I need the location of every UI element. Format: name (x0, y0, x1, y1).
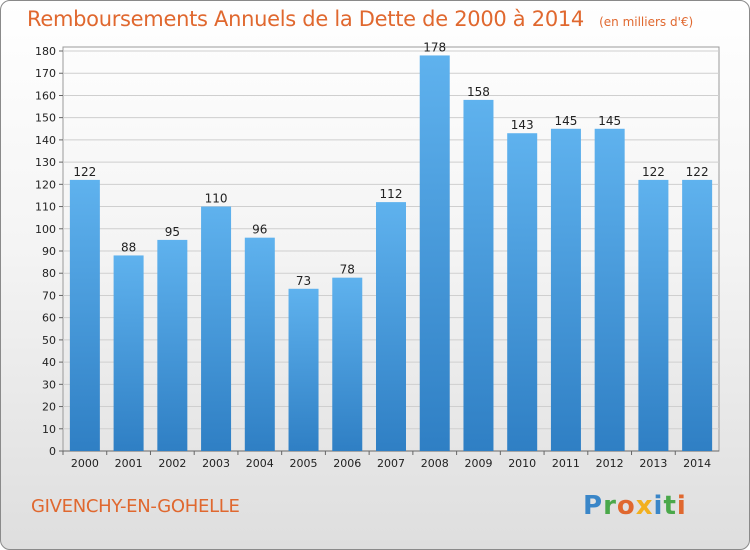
bar-2003 (201, 206, 232, 451)
bar-2004 (244, 237, 275, 451)
x-tick-label: 2005 (290, 457, 318, 470)
x-tick-label: 2002 (158, 457, 186, 470)
bar-2014 (682, 179, 713, 451)
bar-2009 (463, 99, 494, 451)
data-label-2006: 78 (340, 263, 355, 277)
y-tick-label: 0 (49, 445, 56, 458)
data-label-2000: 122 (73, 165, 96, 179)
data-label-2014: 122 (686, 165, 709, 179)
bar-2008 (419, 55, 450, 451)
bar-2000 (69, 179, 100, 451)
y-tick-label: 140 (35, 134, 56, 147)
x-tick-label: 2006 (333, 457, 361, 470)
x-tick-label: 2012 (596, 457, 624, 470)
chart-unit-note: (en milliers d'€) (599, 15, 694, 29)
y-tick-label: 170 (35, 67, 56, 80)
chart-title-row: Remboursements Annuels de la Dette de 20… (27, 7, 693, 31)
bar-2013 (638, 179, 669, 451)
data-label-2008: 178 (423, 40, 446, 54)
y-tick-label: 50 (42, 334, 56, 347)
x-tick-label: 2013 (639, 457, 667, 470)
x-tick-label: 2007 (377, 457, 405, 470)
data-label-2005: 73 (296, 274, 311, 288)
city-name: GIVENCHY-EN-GOHELLE (31, 496, 240, 517)
data-labels: 122 88 95 110 96 73 78 112 178 158 143 145 145 122 122 (73, 40, 708, 287)
data-label-2003: 110 (205, 192, 228, 206)
bar-2011 (550, 128, 581, 451)
y-tick-label: 60 (42, 312, 56, 325)
y-tick-label: 20 (42, 401, 56, 414)
x-tick-label: 2000 (71, 457, 99, 470)
bar-2010 (507, 133, 538, 451)
y-tick-label: 160 (35, 89, 56, 102)
data-label-2010: 143 (511, 118, 534, 132)
x-tick-label: 2001 (115, 457, 143, 470)
data-label-2012: 145 (598, 114, 621, 128)
bar-2007 (376, 202, 406, 451)
y-tick-label: 30 (42, 378, 56, 391)
x-tick-label: 2009 (464, 457, 492, 470)
chart-title: Remboursements Annuels de la Dette de 20… (27, 7, 584, 31)
y-tick-label: 70 (42, 289, 56, 302)
data-label-2009: 158 (467, 85, 490, 99)
x-tick-label: 2003 (202, 457, 230, 470)
data-label-2011: 145 (554, 114, 577, 128)
data-label-2004: 96 (252, 223, 267, 237)
y-tick-label: 130 (35, 156, 56, 169)
bar-2006 (332, 277, 363, 451)
bar-2002 (157, 239, 188, 451)
x-tick-label: 2004 (246, 457, 274, 470)
y-tick-label: 110 (35, 201, 56, 214)
proxiti-logo[interactable]: Proxiti (583, 491, 687, 521)
y-tick-label: 80 (42, 267, 56, 280)
x-tick-label: 2010 (508, 457, 536, 470)
y-tick-label: 100 (35, 223, 56, 236)
data-label-2001: 88 (121, 240, 136, 254)
x-tick-label: 2014 (683, 457, 711, 470)
data-label-2013: 122 (642, 165, 665, 179)
y-tick-label: 120 (35, 178, 56, 191)
x-tick-label: 2008 (421, 457, 449, 470)
bars (69, 55, 713, 451)
data-label-2002: 95 (165, 225, 180, 239)
y-tick-label: 10 (42, 423, 56, 436)
bar-2001 (113, 255, 144, 451)
x-axis: 2000 2001 2002 2003 2004 2005 2006 2007 2008 2009… (62, 450, 719, 470)
y-axis: 0 10 20 30 40 50 60 70 80 90 100 110 120 130 140 150 160… (35, 45, 63, 458)
data-label-2007: 112 (380, 187, 403, 201)
bar-2012 (594, 128, 625, 451)
y-tick-label: 40 (42, 356, 56, 369)
y-tick-label: 150 (35, 112, 56, 125)
bar-2005 (288, 288, 319, 451)
y-tick-label: 180 (35, 45, 56, 58)
x-tick-label: 2011 (552, 457, 580, 470)
y-tick-label: 90 (42, 245, 56, 258)
